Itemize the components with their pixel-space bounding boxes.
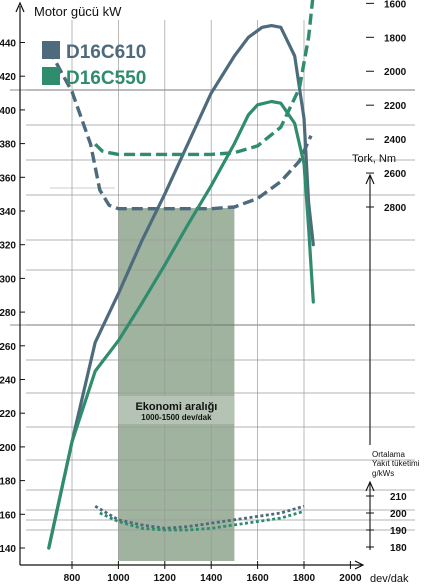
legend: D16C610 D16C550 [42,41,146,89]
torque-curve-d16c610 [47,48,313,211]
left-axis-ticks: 440 420 400 380 360 340 320 300 280 260 240 220 200 1… [0,39,25,555]
left-tick-label: 440 [0,39,16,50]
torque-tick-label: 2000 [384,67,407,78]
axes [15,1,375,570]
left-tick-label: 340 [0,207,16,218]
x-tick-label: 1000 [107,573,130,584]
consumption-curve-d16c610 [94,504,305,530]
left-axis-title: Motor gücü kW [34,4,122,19]
economy-band [118,208,235,561]
x-axis-ticks: 800 1000 1200 1400 1600 1800 2000 [64,561,362,584]
torque-tick-label: 2400 [384,135,407,146]
x-tick-label: 1800 [293,573,316,584]
power-curve-d16c610 [47,24,315,550]
left-tick-label: 160 [0,510,16,521]
x-tick-label: 800 [64,573,81,584]
left-tick-label: 140 [0,544,16,555]
left-tick-label: 380 [0,140,16,151]
left-tick-label: 400 [0,106,16,117]
x-tick-label: 1200 [154,573,177,584]
torque-axis-ticks: 28002600240022002000180016001400 [366,0,407,214]
consumption-axis-title-3: g/kWs [372,469,394,478]
left-tick-label: 280 [0,308,16,319]
torque-tick-label: 1600 [384,0,407,10]
consumption-tick-label: 190 [390,526,407,537]
consumption-tick-label: 200 [390,509,407,520]
legend-swatch-d16c550 [42,67,60,85]
economy-subtitle: 1000-1500 dev/dak [141,413,212,422]
power-curve-d16c550 [47,99,315,550]
left-tick-label: 180 [0,477,16,488]
legend-label-d16c550: D16C550 [66,68,146,89]
left-tick-label: 360 [0,173,16,184]
torque-tick-label: 2200 [384,101,407,112]
torque-curve-d16c550 [94,0,315,157]
left-tick-label: 420 [0,72,16,83]
left-tick-label: 200 [0,443,16,454]
economy-title: Ekonomi aralığı [135,401,217,413]
curves [47,0,315,550]
x-tick-label: 1600 [246,573,269,584]
consumption-tick-label: 210 [390,492,407,503]
economy-label-box [118,396,235,424]
torque-tick-label: 1800 [384,33,407,44]
consumption-axis-title-1: Ortalama [372,450,405,459]
left-tick-label: 260 [0,342,16,353]
torque-tick-label: 2800 [384,203,407,214]
legend-label-d16c610: D16C610 [66,42,146,63]
left-tick-label: 300 [0,274,16,285]
consumption-axis-ticks: 210 200 190 180 [366,492,407,554]
consumption-curve-d16c550 [99,509,305,532]
x-tick-label: 2000 [339,573,362,584]
legend-swatch-d16c610 [42,41,60,59]
left-tick-label: 220 [0,409,16,420]
torque-tick-label: 2600 [384,169,407,180]
left-tick-label: 320 [0,241,16,252]
x-axis-title: dev/dak [370,573,409,585]
consumption-tick-label: 180 [390,543,407,554]
x-tick-label: 1400 [200,573,223,584]
torque-axis-title: Tork, Nm [352,153,396,165]
grid [10,20,415,560]
left-tick-label: 240 [0,376,16,387]
consumption-axis-title-2: Yakıt tüketimi [372,459,420,468]
